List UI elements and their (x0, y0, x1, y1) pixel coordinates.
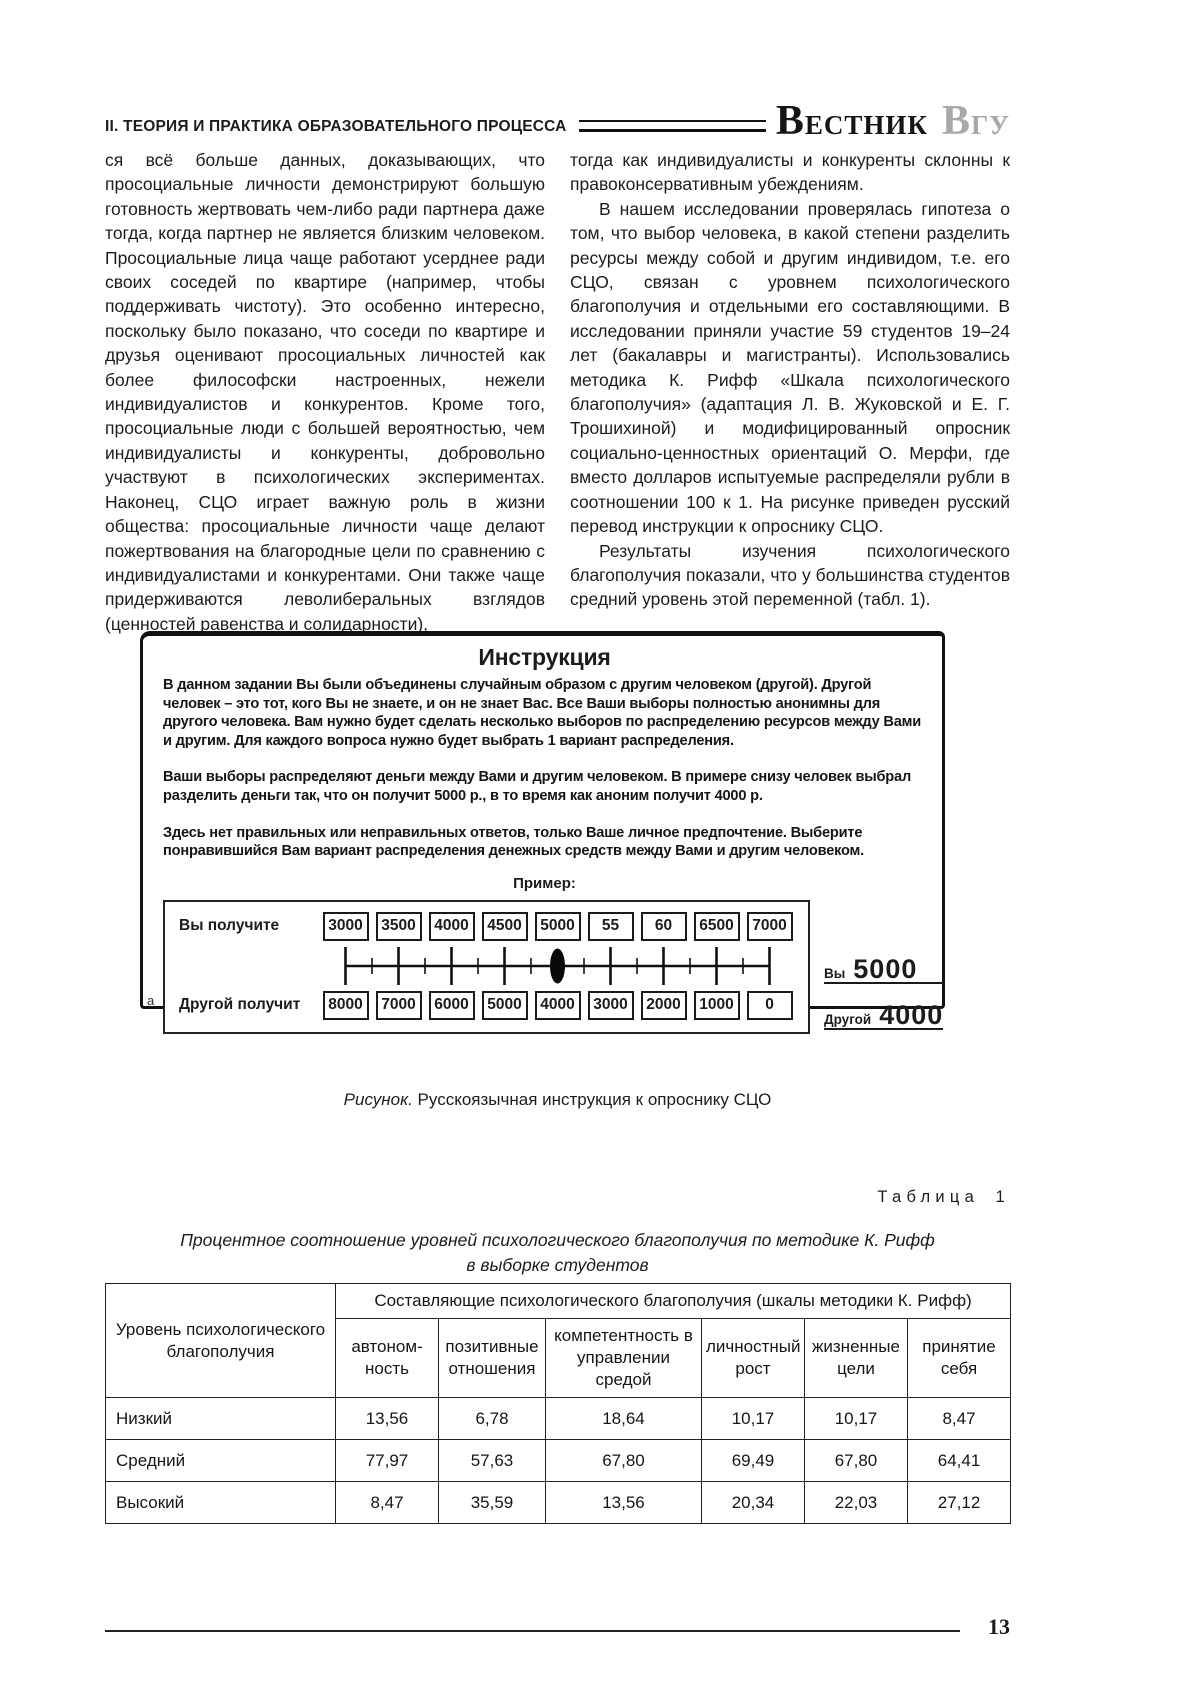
instruction-paragraph-2: Ваши выборы распределяют деньги между Ва… (163, 769, 912, 804)
instruction-paragraph-1: В данном задании Вы были объединены случ… (163, 677, 921, 749)
cell-value: 22,03 (804, 1481, 908, 1524)
you-result-value: 5000 (853, 953, 918, 984)
option-box: 60 (640, 911, 687, 941)
example-scale-box: Вы получите 3000 3500 4000 4500 5000 55 … (163, 899, 810, 1034)
cell-value: 64,41 (906, 1439, 1012, 1482)
table-caption-line1: Процентное соотношение уровней психологи… (180, 1230, 935, 1250)
cell-value: 10,17 (804, 1397, 908, 1440)
you-result-label: Вы (824, 966, 846, 982)
option-box: 6000 (428, 990, 475, 1020)
subfigure-label: а (147, 993, 155, 1008)
right-column: тогда как индивидуалисты и конкуренты ск… (570, 148, 1010, 636)
you-receive-label: Вы получите (179, 917, 280, 935)
option-box: 1000 (693, 990, 740, 1020)
option-box: 3000 (322, 911, 369, 941)
table-caption-line2: в выборке студентов (466, 1255, 649, 1275)
header-double-rule (578, 120, 766, 132)
selected-option-marker (550, 948, 565, 984)
figure-caption-prefix: Рисунок. (343, 1090, 413, 1109)
footer-rule (105, 1630, 960, 1632)
figure-caption-text: Русскоязычная инструкция к опроснику СЦО (412, 1090, 772, 1109)
instruction-paragraph-3: Здесь нет правильных или неправильных от… (163, 824, 864, 860)
option-box: 3000 (587, 990, 634, 1020)
option-box: 7000 (375, 990, 422, 1020)
paragraph: Результаты изучения психологического бла… (570, 540, 1010, 610)
option-box: 4000 (428, 911, 475, 941)
other-result: Другой 4000 (824, 999, 944, 1030)
row-level: Высокий (105, 1481, 336, 1524)
cell-value: 8,47 (906, 1397, 1012, 1440)
cell-value: 67,80 (545, 1439, 702, 1482)
table-caption: Процентное соотношение уровней психологи… (105, 1228, 1010, 1278)
left-column: ся всё больше данных, доказывающих, что … (105, 148, 545, 636)
column-header: позитивные отношения (438, 1318, 546, 1398)
table-row: Средний 77,97 57,63 67,80 69,49 67,80 64… (105, 1439, 1012, 1482)
column-header: компетентность в управлении средой (545, 1318, 702, 1398)
scale-number-line (344, 946, 771, 985)
option-box: 4500 (481, 911, 528, 941)
page-number: 13 (988, 1614, 1010, 1639)
cell-value: 77,97 (335, 1439, 439, 1482)
wellbeing-table: Уровень психологического благополучия Со… (105, 1283, 1012, 1524)
journal-logo: Вестник ВГУ (775, 98, 1010, 144)
option-box: 3500 (375, 911, 422, 941)
other-result-label: Другой (824, 1012, 872, 1028)
other-result-value: 4000 (879, 999, 944, 1030)
cell-value: 18,64 (545, 1397, 702, 1440)
table-label: Таблица 1 (877, 1188, 1010, 1206)
page-header: II. ТЕОРИЯ И ПРАКТИКА ОБРАЗОВАТЕЛЬНОГО П… (105, 96, 1010, 144)
example-label: Пример: (513, 874, 576, 892)
article-body: ся всё больше данных, доказывающих, что … (105, 148, 1010, 636)
column-header: автоном- ность (335, 1318, 439, 1398)
instruction-figure: Инструкция В данном задании Вы были объе… (140, 631, 945, 1034)
table-row: Низкий 13,56 6,78 18,64 10,17 10,17 8,47 (105, 1397, 1012, 1440)
column-header-level: Уровень психологического благополучия (105, 1283, 336, 1398)
paragraph: тогда как индивидуалисты и конкуренты ск… (570, 150, 1010, 195)
option-box: 6500 (693, 911, 740, 941)
cell-value: 57,63 (438, 1439, 546, 1482)
example-scale-area: Вы получите 3000 3500 4000 4500 5000 55 … (163, 899, 944, 1034)
option-box: 4000 (534, 990, 581, 1020)
cell-value: 10,17 (701, 1397, 805, 1440)
cell-value: 6,78 (438, 1397, 546, 1440)
option-box: 8000 (322, 990, 369, 1020)
cell-value: 13,56 (545, 1481, 702, 1524)
other-receives-label: Другой получит (179, 996, 301, 1014)
section-title: II. ТЕОРИЯ И ПРАКТИКА ОБРАЗОВАТЕЛЬНОГО П… (105, 118, 567, 135)
cell-value: 27,12 (906, 1481, 1012, 1524)
option-box: 55 (587, 911, 634, 941)
option-box: 2000 (640, 990, 687, 1020)
cell-value: 13,56 (335, 1397, 439, 1440)
cell-value: 8,47 (335, 1481, 439, 1524)
cell-value: 69,49 (701, 1439, 805, 1482)
you-result: Вы 5000 (824, 953, 944, 984)
column-header: принятие себя (906, 1318, 1012, 1398)
other-receives-options: 8000 7000 6000 5000 4000 3000 2000 1000 … (319, 990, 796, 1020)
page-footer: 13 (105, 1614, 1010, 1644)
column-header: личностный рост (701, 1318, 805, 1398)
row-level: Низкий (105, 1397, 336, 1440)
option-box: 0 (746, 990, 793, 1020)
cell-value: 67,80 (804, 1439, 908, 1482)
instruction-title: Инструкция (478, 644, 611, 670)
option-box: 5000 (481, 990, 528, 1020)
column-header: жизненные цели (804, 1318, 908, 1398)
cell-value: 35,59 (438, 1481, 546, 1524)
example-result: Вы 5000 Другой 4000 (810, 900, 944, 1034)
journal-name-part1: Вестник (775, 98, 928, 144)
row-level: Средний (105, 1439, 336, 1482)
option-box: 5000 (534, 911, 581, 941)
option-box: 7000 (746, 911, 793, 941)
you-receive-options: 3000 3500 4000 4500 5000 55 60 6500 7000 (319, 911, 796, 941)
table-row: Высокий 8,47 35,59 13,56 20,34 22,03 27,… (105, 1481, 1012, 1524)
column-group-header: Составляющие психологического благополуч… (334, 1283, 1012, 1319)
figure-caption: Рисунок. Русскоязычная инструкция к опро… (105, 1090, 1010, 1110)
cell-value: 20,34 (701, 1481, 805, 1524)
journal-name-part2: ВГУ (941, 98, 1010, 144)
paragraph: В нашем исследовании проверялась гипотез… (570, 198, 1010, 537)
paragraph: ся всё больше данных, доказывающих, что … (105, 150, 545, 634)
